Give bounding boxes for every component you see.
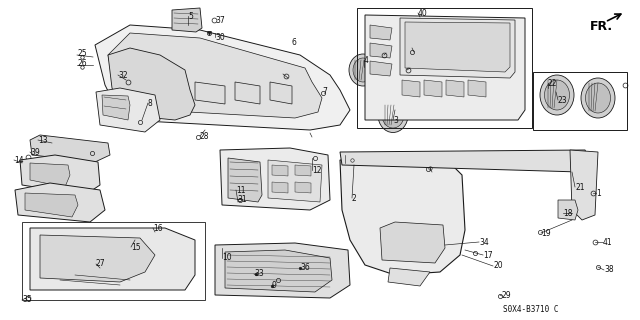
Polygon shape bbox=[215, 243, 350, 298]
Text: 8: 8 bbox=[148, 99, 153, 108]
Polygon shape bbox=[25, 193, 78, 217]
Polygon shape bbox=[558, 200, 578, 220]
Text: 40: 40 bbox=[418, 9, 428, 18]
Polygon shape bbox=[272, 182, 288, 193]
Text: 6: 6 bbox=[291, 37, 296, 46]
Text: 4: 4 bbox=[364, 55, 369, 65]
Ellipse shape bbox=[378, 98, 408, 132]
Text: 32: 32 bbox=[118, 70, 127, 79]
Text: 36: 36 bbox=[300, 262, 310, 271]
Polygon shape bbox=[30, 135, 110, 162]
Polygon shape bbox=[108, 48, 195, 120]
Text: 33: 33 bbox=[254, 269, 264, 278]
Text: 29: 29 bbox=[502, 292, 511, 300]
Polygon shape bbox=[40, 235, 155, 282]
Text: 37: 37 bbox=[215, 15, 225, 25]
Text: FR.: FR. bbox=[590, 20, 613, 33]
Polygon shape bbox=[370, 61, 392, 76]
Ellipse shape bbox=[382, 102, 404, 128]
Text: 34: 34 bbox=[479, 237, 489, 246]
Text: 15: 15 bbox=[131, 243, 141, 252]
Polygon shape bbox=[30, 163, 70, 187]
Text: 20: 20 bbox=[493, 261, 502, 270]
Polygon shape bbox=[295, 165, 311, 176]
Polygon shape bbox=[424, 80, 442, 97]
Text: 39: 39 bbox=[30, 148, 40, 156]
Text: 1: 1 bbox=[596, 188, 601, 197]
Text: 3: 3 bbox=[393, 116, 398, 124]
Polygon shape bbox=[15, 183, 105, 222]
Polygon shape bbox=[340, 150, 590, 172]
Ellipse shape bbox=[586, 83, 611, 113]
Polygon shape bbox=[365, 15, 525, 120]
Polygon shape bbox=[270, 82, 292, 104]
Text: 7: 7 bbox=[322, 86, 327, 95]
Text: 22: 22 bbox=[548, 78, 557, 87]
Polygon shape bbox=[272, 165, 288, 176]
Polygon shape bbox=[30, 228, 195, 290]
Polygon shape bbox=[468, 80, 486, 97]
Ellipse shape bbox=[545, 80, 570, 110]
Text: 19: 19 bbox=[541, 228, 550, 237]
Polygon shape bbox=[96, 88, 160, 132]
Polygon shape bbox=[172, 8, 202, 32]
Text: 13: 13 bbox=[38, 135, 47, 145]
Text: 18: 18 bbox=[563, 209, 573, 218]
Text: 31: 31 bbox=[237, 195, 246, 204]
Text: 12: 12 bbox=[312, 165, 321, 174]
Polygon shape bbox=[108, 33, 322, 118]
Polygon shape bbox=[225, 250, 332, 292]
Text: 26: 26 bbox=[77, 59, 86, 68]
Ellipse shape bbox=[349, 54, 377, 86]
Polygon shape bbox=[370, 43, 392, 58]
Text: 21: 21 bbox=[575, 182, 584, 191]
Polygon shape bbox=[446, 80, 464, 97]
Polygon shape bbox=[235, 82, 260, 104]
Text: 41: 41 bbox=[603, 237, 612, 246]
Polygon shape bbox=[95, 25, 350, 130]
Text: 27: 27 bbox=[96, 260, 106, 268]
Text: 5: 5 bbox=[188, 12, 193, 20]
Polygon shape bbox=[388, 268, 430, 286]
Text: 35: 35 bbox=[22, 295, 32, 305]
Text: 9: 9 bbox=[272, 282, 277, 291]
Polygon shape bbox=[370, 25, 392, 40]
Text: 28: 28 bbox=[200, 132, 209, 140]
Polygon shape bbox=[220, 148, 330, 210]
Text: 11: 11 bbox=[236, 186, 246, 195]
Text: 14: 14 bbox=[14, 156, 24, 164]
Text: 25: 25 bbox=[77, 49, 86, 58]
Polygon shape bbox=[400, 18, 515, 78]
Polygon shape bbox=[195, 82, 225, 104]
Polygon shape bbox=[120, 72, 165, 108]
Ellipse shape bbox=[581, 78, 615, 118]
Polygon shape bbox=[102, 95, 130, 120]
Text: 2: 2 bbox=[352, 194, 356, 203]
Text: S0X4-B3710 C: S0X4-B3710 C bbox=[503, 306, 559, 315]
Text: 38: 38 bbox=[604, 266, 614, 275]
Text: 17: 17 bbox=[483, 251, 493, 260]
Polygon shape bbox=[570, 150, 598, 220]
Polygon shape bbox=[380, 222, 445, 263]
Polygon shape bbox=[405, 22, 510, 72]
Text: 23: 23 bbox=[558, 95, 568, 105]
Polygon shape bbox=[402, 80, 420, 97]
Text: 30: 30 bbox=[215, 33, 225, 42]
Text: 10: 10 bbox=[222, 253, 232, 262]
Polygon shape bbox=[295, 182, 311, 193]
Ellipse shape bbox=[353, 58, 373, 82]
Polygon shape bbox=[228, 158, 262, 202]
Polygon shape bbox=[268, 160, 322, 202]
Circle shape bbox=[139, 252, 171, 284]
Ellipse shape bbox=[540, 75, 574, 115]
Polygon shape bbox=[340, 158, 465, 275]
Text: 16: 16 bbox=[153, 223, 163, 233]
Polygon shape bbox=[20, 155, 100, 195]
